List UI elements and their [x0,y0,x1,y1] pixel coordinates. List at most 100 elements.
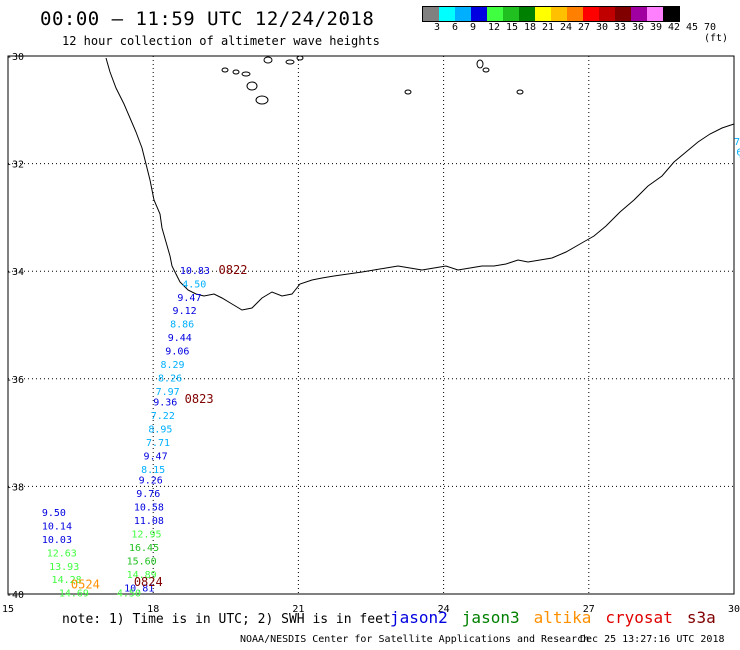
wave-height-value: 12.95 [131,530,161,541]
pass-time-label: 0822 [219,263,248,277]
wave-height-value: 16.45 [129,543,159,554]
wave-height-value: 14.28 [52,575,82,586]
legend-swatch [503,7,519,21]
legend-label: 27 [578,22,591,33]
x-tick-label: 30 [728,604,740,615]
wave-height-value: 4.50 [182,279,206,290]
wave-height-value: 9.36 [153,398,177,409]
x-tick-label: 24 [438,604,450,615]
wave-height-value: 7 [739,156,740,167]
legend-label: 21 [542,22,555,33]
satellite-jason2: jason2 [390,608,448,627]
wave-height-value: 9.76 [136,489,160,500]
wave-height-value: 9.50 [42,508,66,519]
legend-swatch [567,7,583,21]
legend-swatch [583,7,599,21]
legend-label: 33 [614,22,627,33]
wave-height-value: 8.29 [160,360,184,371]
coast-island [232,69,240,75]
y-tick-label: -36 [6,375,24,386]
legend-label: 45 [686,22,699,33]
coastline [105,57,735,311]
coast-island [246,81,258,91]
map-title: 00:00 – 11:59 UTC 12/24/2018 [40,8,375,30]
pass-time-label: 0824 [134,575,163,589]
wave-height-value: 9.47 [177,293,201,304]
x-tick-label: 15 [2,604,14,615]
legend-swatch [455,7,471,21]
wave-height-value: 7.1 [734,137,740,148]
legend-label: 24 [560,22,573,33]
wave-height-value: 9.44 [168,333,192,344]
legend-label: 6 [452,22,459,33]
wave-height-value: 9.26 [139,476,163,487]
satellite-altika: altika [533,608,592,627]
map-subtitle: 12 hour collection of altimeter wave hei… [62,34,380,48]
satellite-jason3: jason3 [461,608,520,627]
wave-height-value: 7.71 [146,438,170,449]
legend-swatch [439,7,455,21]
legend-label: 18 [524,22,537,33]
y-tick-label: -30 [6,52,24,63]
wave-height-value: 8.95 [148,425,172,436]
coast-island [221,67,229,73]
wave-height-value: 10.03 [42,535,72,546]
x-tick-label: 18 [147,604,159,615]
coast-island [482,67,490,73]
coast-island [255,95,269,105]
legend-swatch [423,7,439,21]
y-tick-label: -38 [6,482,24,493]
x-tick-label: 27 [583,604,595,615]
units-note: note: 1) Time is in UTC; 2) SWH is in fe… [62,612,391,627]
wave-height-value: 7.97 [156,387,180,398]
coast-island [516,89,524,95]
y-tick-label: -40 [6,590,24,601]
wave-height-value: 13.93 [49,562,79,573]
legend-label: 12 [488,22,501,33]
legend-label: 9 [470,22,477,33]
satellite-legend: jason2 jason3 altika cryosat s3a [390,608,730,627]
y-tick-label: -34 [6,267,24,278]
wave-height-value: 10.83 [180,266,210,277]
legend-label: 15 [506,22,519,33]
coast-island [241,71,251,77]
legend-label: 30 [596,22,609,33]
wave-height-value: 7.22 [151,411,175,422]
legend-swatch [519,7,535,21]
wave-height-value: 9.12 [173,306,197,317]
legend-label: 42 [668,22,681,33]
wave-height-value: 8.15 [141,465,165,476]
satellite-s3a: s3a [686,608,716,627]
legend-label: 3 [434,22,441,33]
legend-swatch [551,7,567,21]
legend-swatch [647,7,663,21]
legend-label: 39 [650,22,663,33]
color-scale-legend [422,6,680,22]
legend-label: 70 (ft) [704,22,729,44]
coast-island [296,55,304,61]
generated-timestamp: Dec 25 13:27:16 UTC 2018 [580,634,725,645]
wave-height-value: 10.14 [42,521,72,532]
wave-height-value: 8.86 [170,320,194,331]
satellite-cryosat: cryosat [605,608,673,627]
wave-height-value: 14.89 [127,570,157,581]
legend-swatch [615,7,631,21]
coast-island [263,56,273,64]
wave-height-value: 15.60 [127,556,157,567]
wave-height-value: 4.50 [117,589,141,600]
wave-height-value: 6. [736,148,740,159]
y-tick-label: -32 [6,160,24,171]
wave-height-value: 10.81 [124,583,154,594]
wave-height-value: 14.69 [59,589,89,600]
coast-island [285,59,295,65]
color-scale-labels: 3 6 9 12 15 18 21 24 27 30 33 36 39 42 45 70 (ft) [422,22,740,44]
legend-label: 36 [632,22,645,33]
wave-height-value: 9.47 [144,452,168,463]
wave-height-value: 10.58 [134,503,164,514]
wave-height-value: 12.63 [47,548,77,559]
wave-height-value: 8.26 [158,373,182,384]
wave-height-value: 11.08 [134,516,164,527]
wave-height-value: 9.06 [165,347,189,358]
legend-swatch [487,7,503,21]
